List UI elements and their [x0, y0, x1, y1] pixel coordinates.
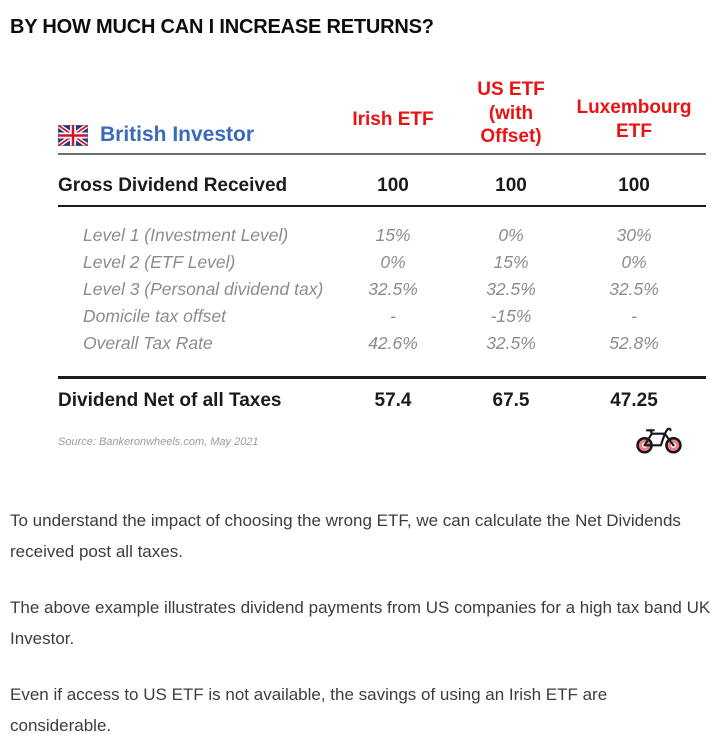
uk-flag-icon	[58, 124, 88, 146]
cell-value: 100	[618, 175, 650, 196]
table-row-domicile-offset: Domicile tax offset - -15% -	[58, 303, 706, 330]
cell-value: -15%	[490, 306, 532, 326]
column-header-line: ETF	[616, 121, 652, 142]
table-header-row: British Investor Irish ETF US ETF (with …	[58, 79, 706, 155]
column-header-luxembourg-etf: Luxembourg ETF	[562, 91, 706, 153]
cell-value: 100	[495, 175, 527, 196]
column-header-line: (with Offset)	[480, 102, 542, 148]
cell-value: 47.25	[610, 390, 658, 411]
bicycle-icon	[636, 427, 682, 454]
figure-footer: Source: Bankeronwheels.com, May 2021	[58, 425, 706, 454]
table-row-gross-dividend: Gross Dividend Received 100 100 100	[58, 155, 706, 207]
cell-value: 0%	[380, 252, 406, 272]
cell-value: 32.5%	[486, 279, 536, 299]
cell-value: 100	[377, 175, 409, 196]
investor-header-cell: British Investor	[58, 123, 326, 153]
cell-value: 30%	[616, 225, 652, 245]
table-row-level3: Level 3 (Personal dividend tax) 32.5% 32…	[58, 276, 706, 303]
row-label: Overall Tax Rate	[83, 333, 213, 353]
investor-label: British Investor	[100, 123, 255, 146]
row-label: Level 2 (ETF Level)	[83, 252, 236, 272]
source-attribution: Source: Bankeronwheels.com, May 2021	[58, 436, 259, 448]
cell-value: -	[631, 306, 637, 326]
cell-value: 32.5%	[609, 279, 659, 299]
cell-value: -	[390, 306, 396, 326]
tax-comparison-figure: British Investor Irish ETF US ETF (with …	[58, 79, 706, 454]
paragraph-savings: Even if access to US ETF is not availabl…	[10, 685, 608, 735]
paragraph-example: The above example illustrates dividend p…	[10, 598, 711, 648]
row-label: Domicile tax offset	[83, 306, 226, 326]
cell-value: 42.6%	[368, 333, 418, 353]
column-header-line: US ETF	[477, 78, 545, 100]
cell-value: 57.4	[374, 390, 412, 411]
row-label: Level 1 (Investment Level)	[83, 225, 289, 245]
column-header-irish-etf: Irish ETF	[326, 91, 460, 153]
page-title: BY HOW MUCH CAN I INCREASE RETURNS?	[10, 16, 434, 38]
table-row-net-dividend: Dividend Net of all Taxes 57.4 67.5 47.2…	[58, 376, 706, 416]
article-page: BY HOW MUCH CAN I INCREASE RETURNS? Brit…	[0, 16, 724, 735]
table-row-level1: Level 1 (Investment Level) 15% 0% 30%	[58, 222, 706, 249]
article-body: To understand the impact of choosing the…	[10, 506, 712, 742]
cell-value: 32.5%	[486, 333, 536, 353]
cell-value: 67.5	[492, 390, 530, 411]
cell-value: 32.5%	[368, 279, 418, 299]
paragraph-net-dividends: To understand the impact of choosing the…	[10, 511, 681, 561]
row-label: Gross Dividend Received	[58, 175, 288, 196]
cell-value: 15%	[493, 252, 529, 272]
cell-value: 0%	[621, 252, 647, 272]
cell-value: 15%	[375, 225, 411, 245]
cell-value: 52.8%	[609, 333, 659, 353]
tax-rows-block: Level 1 (Investment Level) 15% 0% 30% Le…	[58, 207, 706, 376]
cell-value: 0%	[498, 225, 524, 245]
table-row-overall-tax-rate: Overall Tax Rate 42.6% 32.5% 52.8%	[58, 330, 706, 357]
column-header-line: Luxembourg	[576, 97, 692, 119]
table-row-level2: Level 2 (ETF Level) 0% 15% 0%	[58, 249, 706, 276]
row-label: Dividend Net of all Taxes	[58, 390, 282, 411]
column-header-us-etf: US ETF (with Offset)	[460, 78, 562, 153]
row-label: Level 3 (Personal dividend tax)	[83, 279, 324, 299]
column-header-line: Irish ETF	[352, 109, 434, 131]
